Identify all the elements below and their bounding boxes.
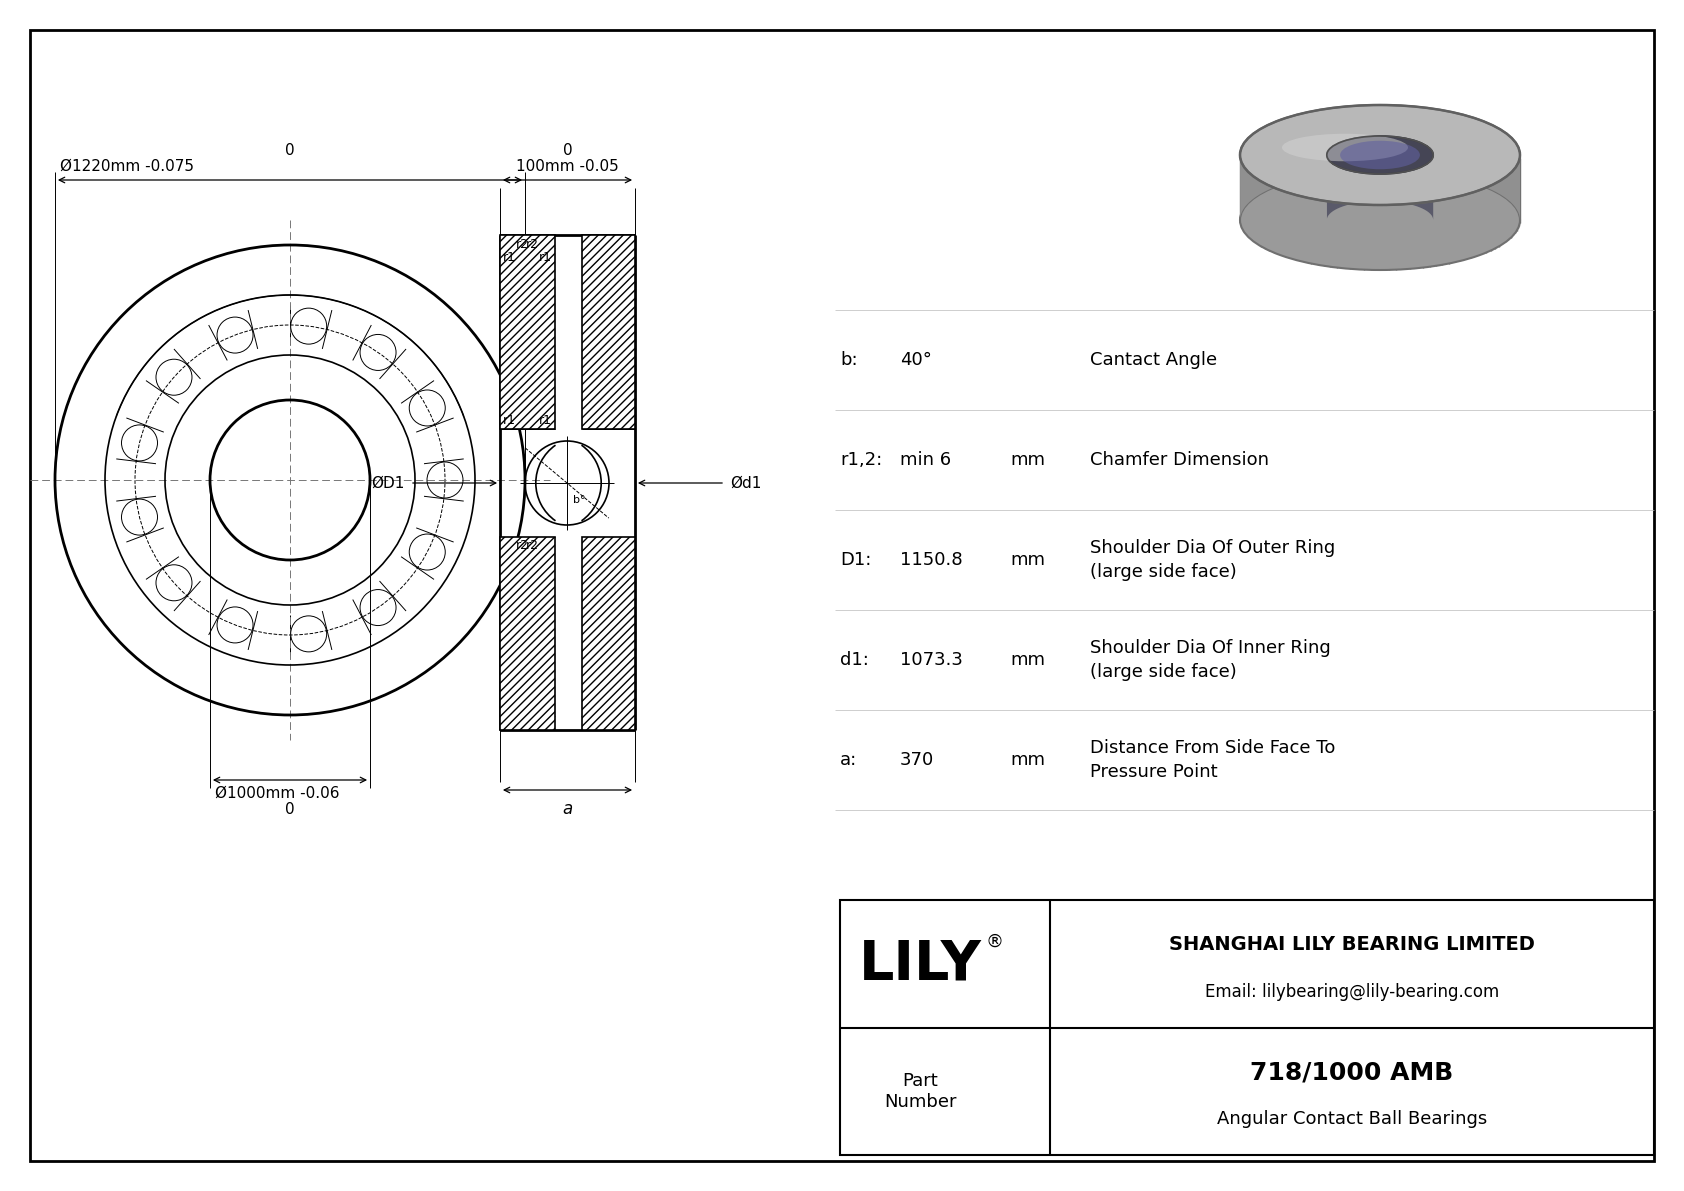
Ellipse shape bbox=[1340, 141, 1420, 169]
Bar bbox=[583, 235, 635, 429]
PathPatch shape bbox=[1327, 136, 1433, 220]
Text: min 6: min 6 bbox=[899, 451, 951, 469]
Text: Cantact Angle: Cantact Angle bbox=[1090, 351, 1218, 369]
Text: b:: b: bbox=[840, 351, 857, 369]
Text: Chamfer Dimension: Chamfer Dimension bbox=[1090, 451, 1270, 469]
Text: mm: mm bbox=[1010, 551, 1046, 569]
Text: 1073.3: 1073.3 bbox=[899, 651, 963, 669]
Bar bbox=[583, 537, 635, 730]
Ellipse shape bbox=[1282, 133, 1408, 161]
Ellipse shape bbox=[1239, 170, 1521, 270]
Text: Shoulder Dia Of Outer Ring: Shoulder Dia Of Outer Ring bbox=[1090, 540, 1335, 557]
Text: r1,2:: r1,2: bbox=[840, 451, 882, 469]
Text: r2: r2 bbox=[515, 540, 529, 551]
Text: r1: r1 bbox=[539, 414, 552, 428]
Text: Ø1000mm -0.06: Ø1000mm -0.06 bbox=[216, 786, 340, 802]
Text: 0: 0 bbox=[562, 143, 573, 158]
Text: r1: r1 bbox=[504, 251, 515, 264]
Text: Shoulder Dia Of Inner Ring: Shoulder Dia Of Inner Ring bbox=[1090, 640, 1330, 657]
Bar bbox=[583, 235, 635, 429]
Text: ®: ® bbox=[987, 933, 1004, 950]
Text: ØD1: ØD1 bbox=[372, 475, 404, 491]
Text: 40°: 40° bbox=[899, 351, 931, 369]
Text: 100mm -0.05: 100mm -0.05 bbox=[515, 160, 620, 174]
Bar bbox=[500, 235, 556, 429]
Text: mm: mm bbox=[1010, 451, 1046, 469]
Text: Angular Contact Ball Bearings: Angular Contact Ball Bearings bbox=[1218, 1110, 1487, 1128]
Text: Ød1: Ød1 bbox=[729, 475, 761, 491]
Text: Email: lilybearing@lily-bearing.com: Email: lilybearing@lily-bearing.com bbox=[1204, 983, 1499, 1002]
PathPatch shape bbox=[1239, 105, 1521, 220]
Text: 1150.8: 1150.8 bbox=[899, 551, 963, 569]
Text: mm: mm bbox=[1010, 651, 1046, 669]
Text: Part
Number: Part Number bbox=[884, 1072, 957, 1111]
Text: 0: 0 bbox=[285, 802, 295, 817]
Text: 718/1000 AMB: 718/1000 AMB bbox=[1251, 1060, 1453, 1085]
Ellipse shape bbox=[1327, 136, 1433, 174]
Text: r1: r1 bbox=[504, 414, 515, 428]
Text: r2: r2 bbox=[525, 238, 539, 251]
Text: Ø1220mm -0.075: Ø1220mm -0.075 bbox=[61, 160, 194, 174]
Text: 0: 0 bbox=[285, 143, 295, 158]
Ellipse shape bbox=[1239, 105, 1521, 205]
Text: mm: mm bbox=[1010, 752, 1046, 769]
Text: 370: 370 bbox=[899, 752, 935, 769]
Bar bbox=[500, 235, 556, 429]
Bar bbox=[500, 537, 556, 730]
Bar bbox=[583, 537, 635, 730]
Text: Distance From Side Face To: Distance From Side Face To bbox=[1090, 738, 1335, 757]
Text: (large side face): (large side face) bbox=[1090, 663, 1236, 681]
Text: r2: r2 bbox=[525, 540, 539, 551]
Text: r1: r1 bbox=[539, 251, 552, 264]
Text: Pressure Point: Pressure Point bbox=[1090, 763, 1218, 781]
Text: a: a bbox=[562, 800, 573, 818]
Text: SHANGHAI LILY BEARING LIMITED: SHANGHAI LILY BEARING LIMITED bbox=[1169, 935, 1534, 954]
Text: b°: b° bbox=[573, 495, 586, 505]
Text: r2: r2 bbox=[515, 238, 529, 251]
Bar bbox=[840, 900, 1654, 1155]
Text: D1:: D1: bbox=[840, 551, 871, 569]
Text: (large side face): (large side face) bbox=[1090, 563, 1236, 581]
Bar bbox=[500, 537, 556, 730]
Text: a:: a: bbox=[840, 752, 857, 769]
Text: LILY: LILY bbox=[859, 937, 982, 991]
Text: d1:: d1: bbox=[840, 651, 869, 669]
